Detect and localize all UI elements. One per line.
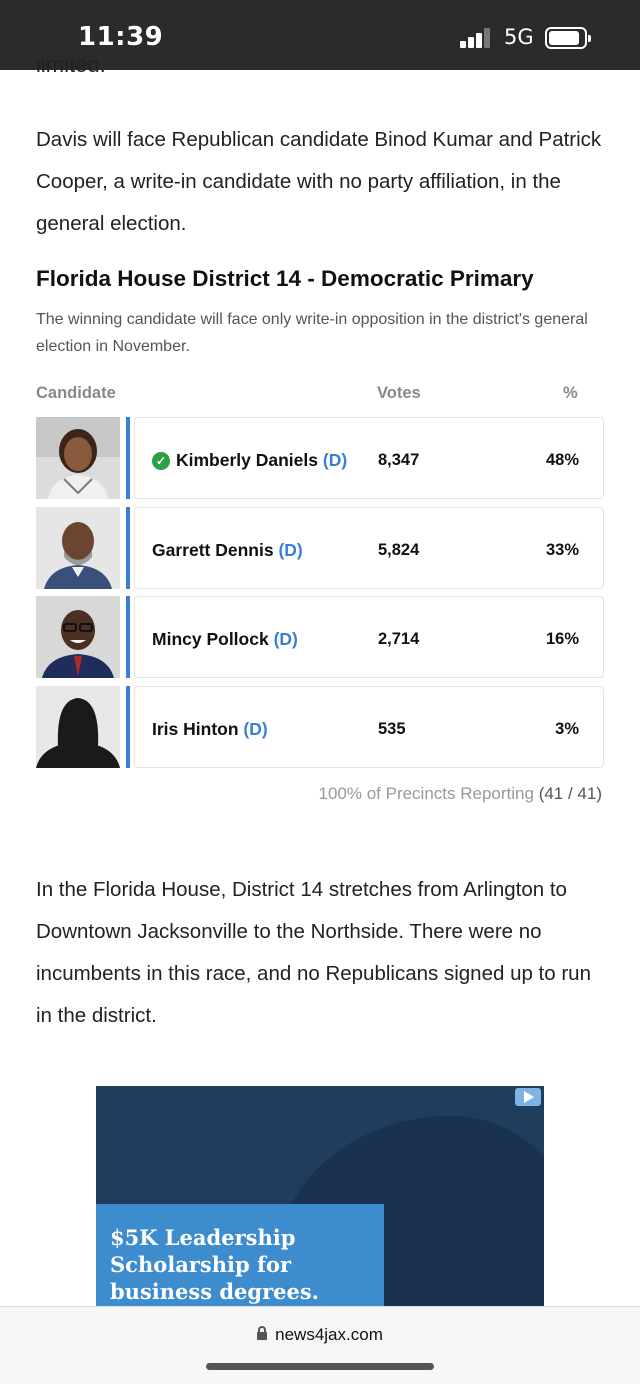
candidate-percent: 48%: [545, 451, 579, 469]
candidate-name: Iris Hinton (D): [152, 719, 268, 739]
party-color-bar: [126, 507, 130, 589]
candidate-card: Mincy Pollock (D) 2,714 16%: [134, 596, 604, 678]
candidate-votes: 535: [378, 720, 406, 738]
browser-address-bar[interactable]: news4jax.com: [0, 1306, 640, 1384]
candidate-percent: 33%: [545, 541, 579, 559]
precincts-label: 100% of Precincts Reporting: [318, 784, 534, 803]
results-title: Florida House District 14 - Democratic P…: [36, 266, 534, 291]
candidate-row[interactable]: Iris Hinton (D) 535 3%: [36, 686, 604, 770]
candidate-row[interactable]: Mincy Pollock (D) 2,714 16%: [36, 596, 604, 680]
candidate-name: ✓ Kimberly Daniels (D): [152, 450, 347, 471]
url-display[interactable]: news4jax.com: [0, 1325, 640, 1345]
winner-check-icon: ✓: [152, 452, 170, 470]
article-paragraph: In the Florida House, District 14 stretc…: [36, 878, 591, 1027]
party-label: (D): [278, 540, 303, 560]
header-votes: Votes: [377, 384, 421, 402]
cellular-signal-icon: [460, 28, 494, 48]
ad-text-box: $5K Leadership Scholarship for business …: [96, 1204, 384, 1308]
ad-text: $5K Leadership Scholarship for business …: [110, 1225, 319, 1304]
precincts-reporting: 100% of Precincts Reporting (41 / 41): [319, 784, 603, 804]
results-subtitle: The winning candidate will face only wri…: [36, 311, 588, 355]
header-percent: %: [563, 384, 578, 402]
candidate-percent: 16%: [545, 630, 579, 648]
party-color-bar: [126, 686, 130, 768]
candidate-votes: 2,714: [378, 630, 420, 648]
lock-icon: [257, 1326, 268, 1340]
candidate-card: Iris Hinton (D) 535 3%: [134, 686, 604, 768]
candidate-row[interactable]: Garrett Dennis (D) 5,824 33%: [36, 507, 604, 591]
candidate-row[interactable]: ✓ Kimberly Daniels (D) 8,347 48%: [36, 417, 604, 501]
candidate-votes: 8,347: [378, 451, 420, 469]
battery-icon: [545, 27, 591, 49]
candidate-percent: 3%: [555, 720, 579, 738]
candidate-photo: [36, 507, 120, 589]
status-time: 11:39: [78, 22, 164, 52]
party-color-bar: [126, 596, 130, 678]
party-label: (D): [243, 719, 268, 739]
cut-off-text: limited.: [36, 60, 106, 77]
candidate-votes: 5,824: [378, 541, 420, 559]
precincts-count: (41 / 41): [538, 784, 602, 803]
candidate-photo: [36, 417, 120, 499]
party-label: (D): [322, 450, 348, 470]
header-candidate: Candidate: [36, 384, 116, 402]
candidate-name: Garrett Dennis (D): [152, 540, 303, 560]
status-bar: 11:39 5G: [0, 0, 640, 70]
placeholder-silhouette-icon: [36, 686, 120, 768]
party-label: (D): [273, 629, 298, 649]
candidate-photo: [36, 596, 120, 678]
article-paragraph: Davis will face Republican candidate Bin…: [36, 128, 602, 235]
home-indicator[interactable]: [206, 1363, 434, 1370]
candidate-card: ✓ Kimberly Daniels (D) 8,347 48%: [134, 417, 604, 499]
candidate-card: Garrett Dennis (D) 5,824 33%: [134, 507, 604, 589]
party-color-bar: [126, 417, 130, 499]
advertisement[interactable]: $5K Leadership Scholarship for business …: [96, 1086, 544, 1308]
candidate-name: Mincy Pollock (D): [152, 629, 298, 649]
ad-choices-icon[interactable]: [515, 1088, 541, 1106]
url-text: news4jax.com: [275, 1325, 383, 1344]
network-type: 5G: [504, 25, 534, 49]
